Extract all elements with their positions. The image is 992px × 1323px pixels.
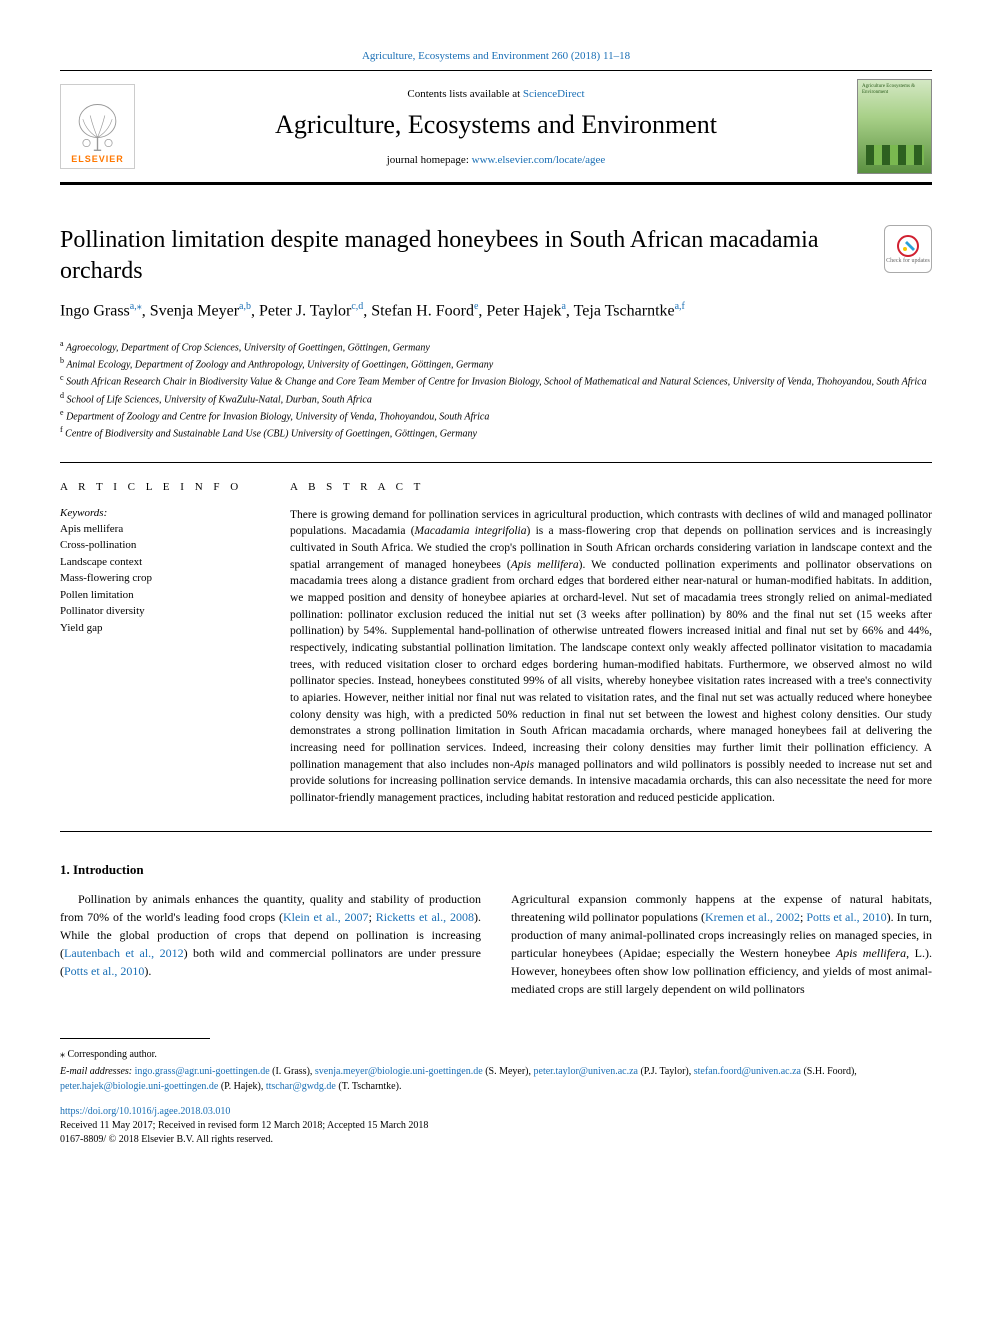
intro-p2: Agricultural expansion commonly happens …	[511, 890, 932, 998]
keyword-item: Apis mellifera	[60, 521, 260, 538]
affiliation-item: a Agroecology, Department of Crop Scienc…	[60, 338, 932, 355]
email-link[interactable]: peter.hajek@biologie.uni-goettingen.de	[60, 1081, 218, 1092]
publisher-name: ELSEVIER	[71, 154, 124, 164]
masthead: ELSEVIER Contents lists available at Sci…	[60, 70, 932, 185]
body-columns: Pollination by animals enhances the quan…	[60, 890, 932, 998]
keyword-item: Cross-pollination	[60, 537, 260, 554]
affiliation-item: f Centre of Biodiversity and Sustainable…	[60, 424, 932, 441]
email-link[interactable]: peter.taylor@univen.ac.za	[534, 1066, 638, 1077]
email-who: (S. Meyer),	[483, 1066, 534, 1077]
contents-line: Contents lists available at ScienceDirec…	[147, 88, 845, 100]
email-label: E-mail addresses:	[60, 1066, 135, 1077]
homepage-prefix: journal homepage:	[387, 154, 472, 166]
title-row: Pollination limitation despite managed h…	[60, 225, 932, 287]
email-link[interactable]: ttschar@gwdg.de	[266, 1081, 336, 1092]
homepage-link[interactable]: www.elsevier.com/locate/agee	[472, 154, 606, 166]
email-link[interactable]: stefan.foord@univen.ac.za	[694, 1066, 801, 1077]
article-info-label: A R T I C L E I N F O	[60, 481, 260, 493]
introduction-section: 1. Introduction Pollination by animals e…	[60, 862, 932, 998]
keyword-item: Pollinator diversity	[60, 603, 260, 620]
article-info-col: A R T I C L E I N F O Keywords: Apis mel…	[60, 481, 260, 807]
keywords-list: Apis melliferaCross-pollinationLandscape…	[60, 521, 260, 637]
copyright-line: 0167-8809/ © 2018 Elsevier B.V. All righ…	[60, 1133, 932, 1147]
elsevier-tree-icon	[70, 99, 125, 154]
footer-separator	[60, 1038, 210, 1039]
email-line: E-mail addresses: ingo.grass@agr.uni-goe…	[60, 1064, 932, 1094]
email-who: (T. Tscharntke).	[336, 1081, 402, 1092]
email-who: (I. Grass),	[270, 1066, 315, 1077]
corresponding-author: ⁎ Corresponding author.	[60, 1049, 932, 1060]
citation-link[interactable]: Agriculture, Ecosystems and Environment …	[362, 50, 630, 62]
affiliation-item: c South African Research Chair in Biodiv…	[60, 372, 932, 389]
journal-cover-thumbnail: Agriculture Ecosystems & Environment	[857, 79, 932, 174]
email-who: (P. Hajek),	[218, 1081, 266, 1092]
abstract-text: There is growing demand for pollination …	[290, 507, 932, 807]
homepage-line: journal homepage: www.elsevier.com/locat…	[147, 154, 845, 166]
crossmark-icon	[896, 234, 920, 258]
email-link[interactable]: svenja.meyer@biologie.uni-goettingen.de	[315, 1066, 483, 1077]
publisher-logo: ELSEVIER	[60, 84, 135, 169]
keyword-item: Mass-flowering crop	[60, 570, 260, 587]
journal-name: Agriculture, Ecosystems and Environment	[147, 110, 845, 140]
authors-line: Ingo Grassa,⁎, Svenja Meyera,b, Peter J.…	[60, 299, 932, 323]
running-citation: Agriculture, Ecosystems and Environment …	[60, 50, 932, 62]
affiliation-item: d School of Life Sciences, University of…	[60, 390, 932, 407]
sciencedirect-link[interactable]: ScienceDirect	[523, 88, 585, 100]
keyword-item: Pollen limitation	[60, 587, 260, 604]
keyword-item: Yield gap	[60, 620, 260, 637]
masthead-center: Contents lists available at ScienceDirec…	[147, 88, 845, 166]
updates-badge-text: Check for updates	[886, 258, 930, 264]
affiliation-item: b Animal Ecology, Department of Zoology …	[60, 355, 932, 372]
email-link[interactable]: ingo.grass@agr.uni-goettingen.de	[135, 1066, 270, 1077]
doi-link[interactable]: https://doi.org/10.1016/j.agee.2018.03.0…	[60, 1106, 932, 1117]
check-updates-badge[interactable]: Check for updates	[884, 225, 932, 273]
abstract-label: A B S T R A C T	[290, 481, 932, 493]
info-abstract-row: A R T I C L E I N F O Keywords: Apis mel…	[60, 462, 932, 832]
page-container: Agriculture, Ecosystems and Environment …	[0, 0, 992, 1187]
affiliation-item: e Department of Zoology and Centre for I…	[60, 407, 932, 424]
email-who: (S.H. Foord),	[801, 1066, 857, 1077]
email-who: (P.J. Taylor),	[638, 1066, 694, 1077]
cover-title: Agriculture Ecosystems & Environment	[858, 80, 931, 99]
article-history: Received 11 May 2017; Received in revise…	[60, 1119, 932, 1133]
article-title: Pollination limitation despite managed h…	[60, 225, 868, 287]
keyword-item: Landscape context	[60, 554, 260, 571]
affiliations-block: a Agroecology, Department of Crop Scienc…	[60, 338, 932, 442]
abstract-col: A B S T R A C T There is growing demand …	[290, 481, 932, 807]
intro-p1: Pollination by animals enhances the quan…	[60, 890, 481, 980]
keywords-heading: Keywords:	[60, 507, 260, 519]
section-heading-intro: 1. Introduction	[60, 862, 932, 878]
contents-prefix: Contents lists available at	[407, 88, 522, 100]
